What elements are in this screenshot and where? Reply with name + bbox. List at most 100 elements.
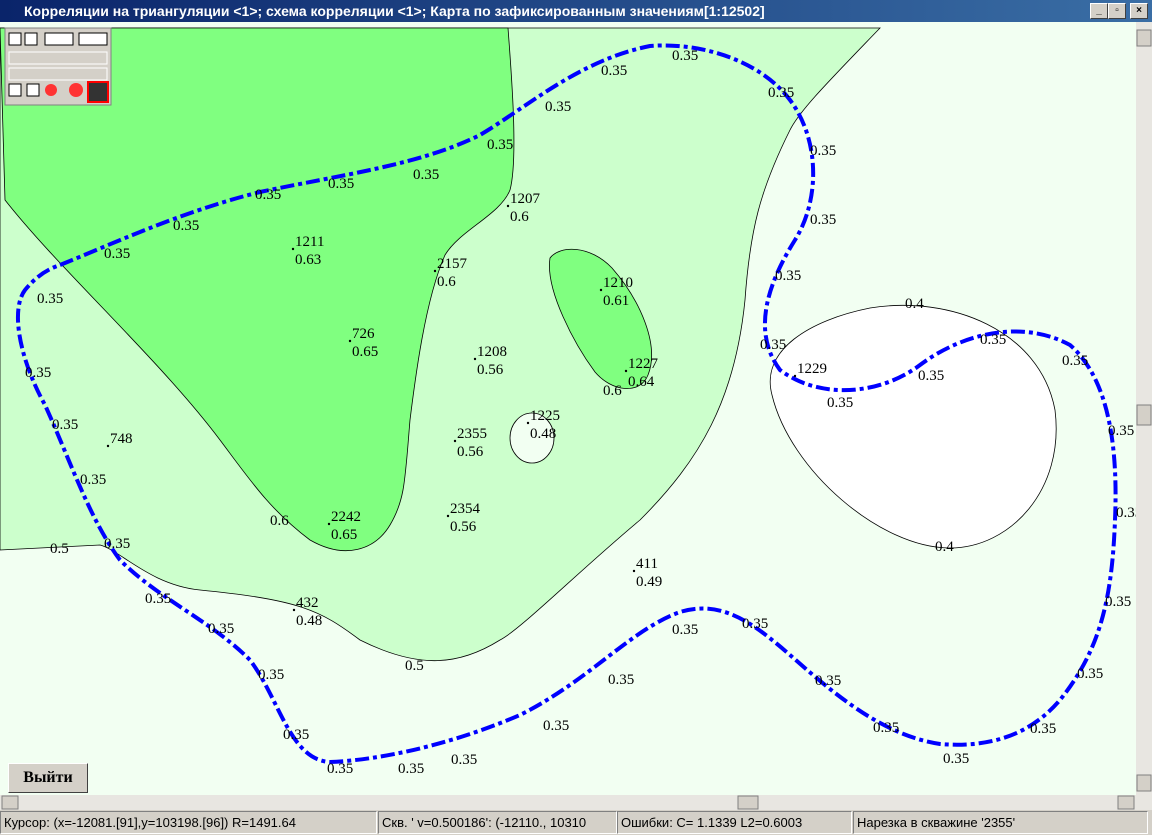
well-value: 0.56	[457, 444, 484, 460]
contour-label: 0.4	[905, 296, 924, 312]
contour-label: 0.6	[603, 383, 622, 399]
horizontal-scrollbar[interactable]	[0, 795, 1152, 810]
contour-label: 0.35	[1105, 594, 1131, 610]
well-marker	[327, 522, 331, 526]
well-name: 2157	[437, 256, 468, 272]
labels: 1207 0.6 1211 0.63 2157 0.6 1210 0.61 726 0.65 120…	[25, 48, 1142, 777]
contour-label: 0.35	[1077, 666, 1103, 682]
well-name: 1207	[510, 191, 541, 207]
status-errors: Ошибки: C= 1.1339 L2=0.6003	[617, 811, 852, 834]
well-name: 2242	[331, 509, 361, 525]
zone-dark	[0, 27, 515, 552]
contour-label: 0.35	[1108, 423, 1134, 439]
title-bar: Корреляции на триангуляции <1>; схема ко…	[0, 0, 1152, 22]
contour-label: 0.35	[810, 212, 836, 228]
well-name: 748	[110, 431, 133, 447]
status-bar: Курсор: (x=-12081.[91],y=103198.[96]) R=…	[0, 810, 1152, 835]
contour-label: 0.35	[742, 616, 768, 632]
contour-label: 0.35	[918, 368, 944, 384]
contour-label: 0.35	[258, 667, 284, 683]
well-name: 1208	[477, 344, 507, 360]
boundary-line	[15, 43, 1118, 765]
contour-label: 0.35	[1030, 721, 1056, 737]
well-value: 0.48	[530, 426, 556, 442]
contour-label: 0.35	[1116, 505, 1142, 521]
contour-label: 0.35	[52, 417, 78, 433]
contour-label: 0.35	[104, 246, 130, 262]
well-name: 1229	[797, 361, 827, 377]
contour-label: 0.35	[104, 536, 130, 552]
well-value: 0.61	[603, 293, 629, 309]
well-value: 0.65	[331, 527, 357, 543]
well-value: 0.6	[510, 209, 529, 225]
contour-label: 0.35	[255, 187, 281, 203]
contour-label: 0.35	[327, 761, 353, 777]
contour-label: 0.35	[451, 752, 477, 768]
well-marker	[291, 247, 295, 251]
contour-label: 0.35	[543, 718, 569, 734]
contour-label: 0.35	[608, 672, 634, 688]
vertical-scrollbar[interactable]	[1136, 22, 1152, 795]
zone-white	[769, 304, 1057, 549]
well-name: 1210	[603, 275, 633, 291]
status-cursor: Курсор: (x=-12081.[91],y=103198.[96]) R=…	[0, 811, 377, 834]
contour-label: 0.35	[775, 268, 801, 284]
contour-label: 0.35	[672, 48, 698, 64]
contour-label: 0.35	[672, 622, 698, 638]
well-value: 0.65	[352, 344, 378, 360]
contour-label: 0.35	[283, 727, 309, 743]
contour-label: 0.35	[815, 673, 841, 689]
well-name: 411	[636, 556, 658, 572]
well-name: 2354	[450, 501, 481, 517]
well-name: 726	[352, 326, 375, 342]
well-value: 0.48	[296, 613, 322, 629]
contour-label: 0.4	[935, 539, 954, 555]
contour-label: 0.35	[810, 143, 836, 159]
contour-label: 0.35	[760, 337, 786, 353]
well-name: 1225	[530, 408, 560, 424]
well-value: 0.63	[295, 252, 321, 268]
contour-label: 0.35	[1062, 353, 1088, 369]
well-name: 2355	[457, 426, 487, 442]
status-well: Скв. ' v=0.500186': (-12110., 10310	[378, 811, 617, 834]
restore-button[interactable]: ▫	[1108, 3, 1126, 19]
window-title: Корреляции на триангуляции <1>; схема ко…	[24, 3, 765, 19]
well-name: 1211	[295, 234, 324, 250]
contour-label: 0.35	[37, 291, 63, 307]
well-marker	[348, 339, 352, 343]
contour-label: 0.35	[873, 720, 899, 736]
map: 1207 0.6 1211 0.63 2157 0.6 1210 0.61 726 0.65 120…	[0, 22, 1152, 810]
contour-label: 0.35	[25, 365, 51, 381]
contour-label: 0.35	[827, 395, 853, 411]
contour-label: 0.35	[943, 751, 969, 767]
well-value: 0.6	[437, 274, 456, 290]
contour-ring	[509, 412, 555, 464]
contour-label: 0.35	[208, 621, 234, 637]
exit-button[interactable]: Выйти	[8, 763, 88, 793]
well-marker	[599, 288, 603, 292]
contour-label: 0.35	[173, 218, 199, 234]
well-marker	[526, 421, 530, 425]
well-marker	[446, 514, 450, 518]
well-marker	[106, 444, 110, 448]
contour-label: 0.35	[545, 99, 571, 115]
zone-dark-small	[549, 248, 652, 389]
well-marker	[624, 369, 628, 373]
well-marker	[473, 357, 477, 361]
well-name: 432	[296, 595, 319, 611]
well-marker	[793, 374, 797, 378]
contour-label: 0.35	[487, 137, 513, 153]
contour-label: 0.6	[270, 513, 289, 529]
well-marker	[433, 269, 437, 273]
contour-label: 0.5	[405, 658, 424, 674]
close-button[interactable]: ×	[1130, 3, 1148, 19]
minimize-button[interactable]: _	[1090, 3, 1108, 19]
well-value: 0.56	[477, 362, 504, 378]
contour-label: 0.35	[413, 167, 439, 183]
contour-label: 0.35	[768, 85, 794, 101]
well-marker	[506, 204, 510, 208]
toolbar-panel	[4, 27, 112, 106]
contour-label: 0.35	[398, 761, 424, 777]
contour-label: 0.35	[328, 176, 354, 192]
